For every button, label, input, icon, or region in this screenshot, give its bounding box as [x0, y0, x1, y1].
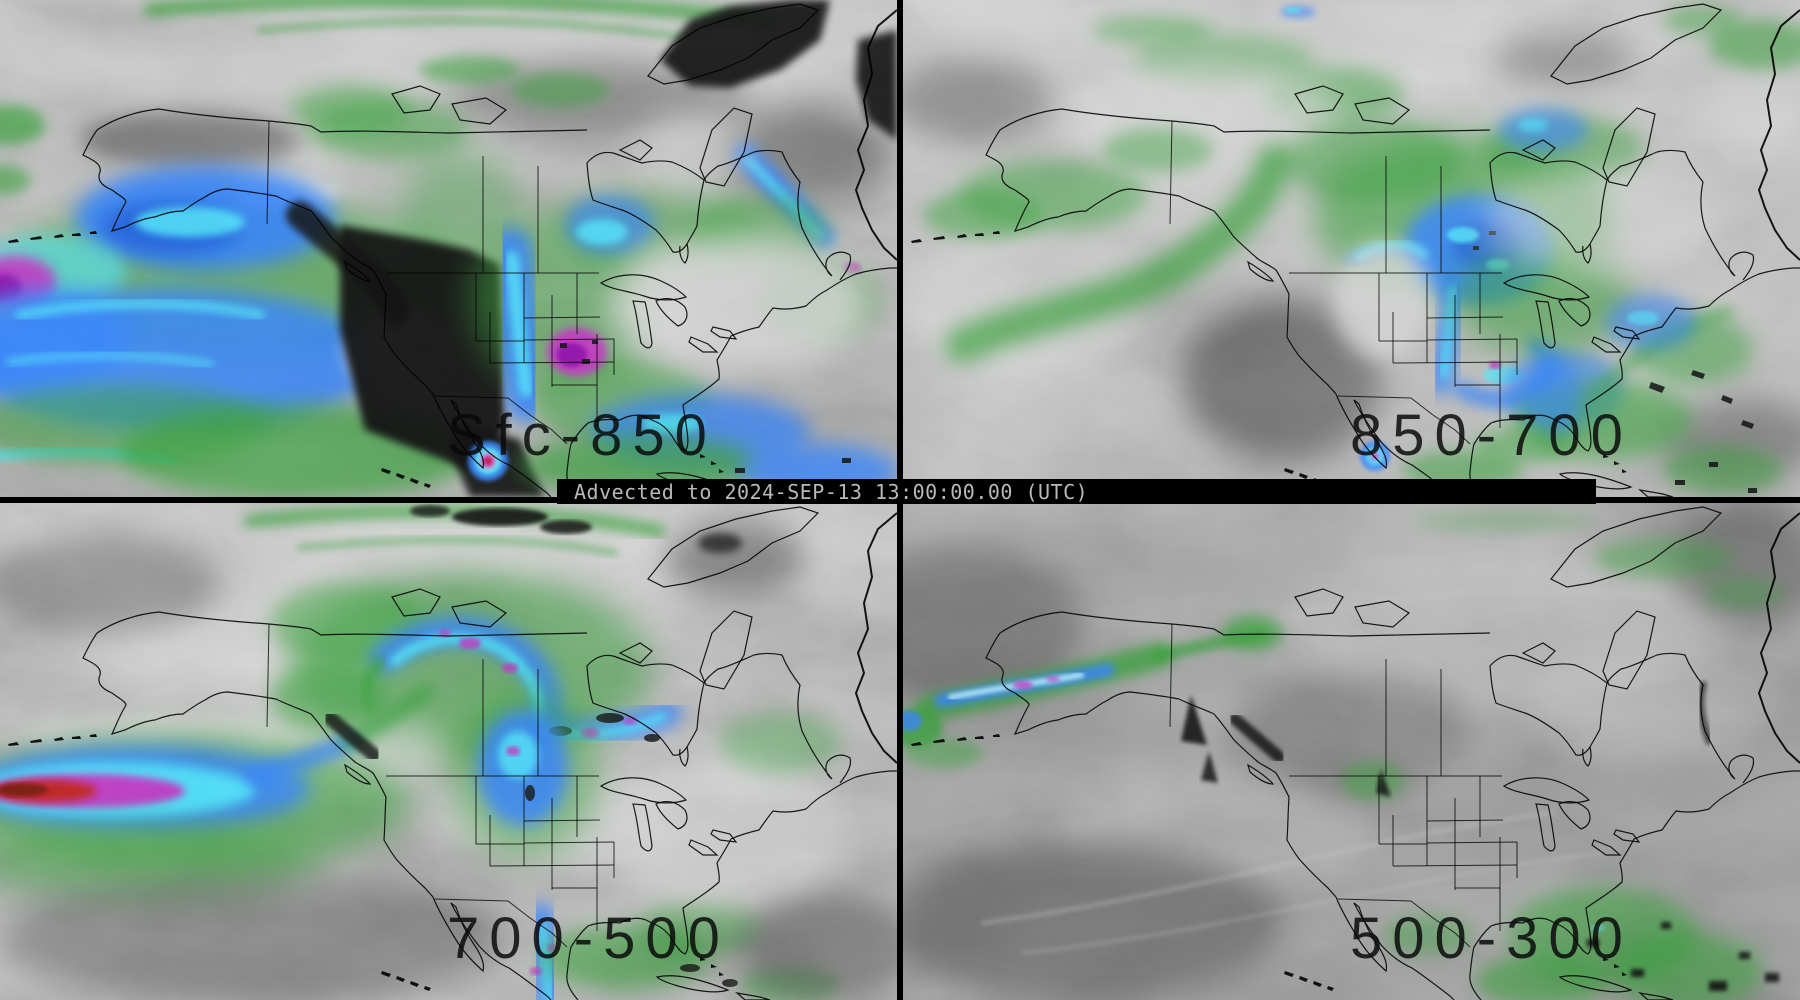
panel-850-700: 850-700 [903, 0, 1800, 497]
panel-700-500: 700-500 [0, 503, 897, 1000]
panel-label-500-300: 500-300 [1350, 906, 1633, 971]
panel-label-850-700: 850-700 [1350, 403, 1633, 468]
panel-500-300: 500-300 [903, 503, 1800, 1000]
panel-sfc-850: Sfc-850 [0, 0, 897, 497]
timestamp-bar: Advected to 2024-SEP-13 13:00:00.00 (UTC… [557, 479, 1596, 504]
timestamp-text: Advected to 2024-SEP-13 13:00:00.00 (UTC… [574, 479, 1089, 504]
panel-label-sfc-850: Sfc-850 [447, 403, 717, 468]
panel-label-700-500: 700-500 [447, 906, 730, 971]
